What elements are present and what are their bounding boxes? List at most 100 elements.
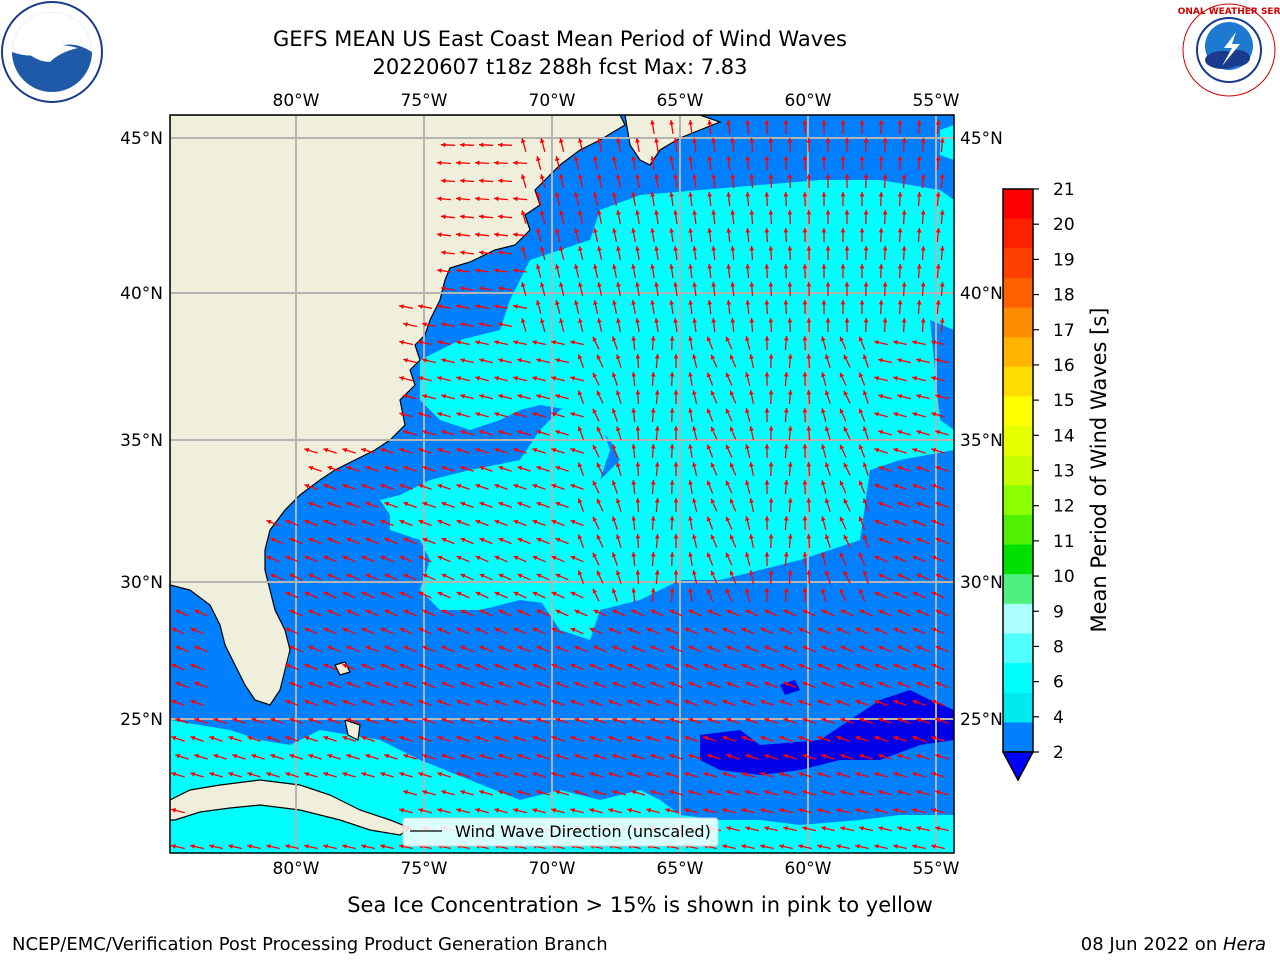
wave-arrow-head bbox=[475, 483, 481, 489]
wave-arrow-head bbox=[912, 447, 918, 453]
wave-arrow-head bbox=[688, 753, 694, 759]
wave-arrow-head bbox=[878, 358, 883, 363]
wave-arrow-head bbox=[475, 196, 480, 202]
wave-arrow-head bbox=[513, 447, 519, 453]
wave-arrow-head bbox=[479, 394, 485, 399]
colorbar-tick-label: 11 bbox=[1053, 532, 1075, 552]
wave-arrow-head bbox=[654, 282, 659, 287]
wave-arrow-head bbox=[574, 300, 579, 305]
wave-arrow-head bbox=[513, 160, 518, 166]
wave-arrow-head bbox=[460, 790, 466, 795]
wave-arrow-head bbox=[779, 844, 784, 849]
wave-arrow-head bbox=[859, 264, 865, 269]
wave-arrow-head bbox=[893, 663, 899, 669]
wave-arrow-head bbox=[285, 627, 291, 633]
wave-arrow-head bbox=[863, 282, 869, 287]
wave-arrow-head bbox=[749, 246, 755, 251]
wave-arrow-head bbox=[768, 426, 774, 431]
wave-arrow-head bbox=[285, 555, 291, 561]
wave-arrow-head bbox=[403, 501, 409, 507]
wave-arrow-head bbox=[764, 336, 770, 341]
wave-arrow-head bbox=[513, 591, 519, 597]
wave-arrow-head bbox=[327, 645, 333, 651]
wave-arrow-head bbox=[577, 462, 583, 468]
wave-arrow-head bbox=[308, 573, 314, 579]
wave-arrow-head bbox=[707, 753, 713, 759]
wave-arrow-head bbox=[817, 844, 822, 849]
wave-arrow-head bbox=[787, 210, 793, 215]
wave-arrow-head bbox=[726, 228, 732, 233]
wave-arrow-head bbox=[741, 772, 747, 777]
wave-arrow-head bbox=[479, 681, 485, 687]
wave-arrow-head bbox=[631, 681, 637, 687]
wave-arrow-head bbox=[764, 480, 770, 485]
wave-arrow-head bbox=[498, 286, 503, 291]
wave-arrow-head bbox=[893, 844, 898, 849]
wave-arrow-head bbox=[399, 519, 405, 525]
wave-arrow-head bbox=[441, 609, 447, 615]
wave-arrow-head bbox=[726, 264, 732, 269]
wave-arrow-head bbox=[768, 246, 774, 251]
wave-arrow-head bbox=[749, 426, 754, 431]
wave-arrow-head bbox=[521, 138, 526, 144]
wave-arrow-head bbox=[692, 174, 697, 179]
wave-arrow-head bbox=[821, 336, 826, 342]
wave-arrow-head bbox=[498, 465, 504, 471]
wave-arrow-head bbox=[706, 480, 712, 486]
wave-arrow-head bbox=[574, 156, 579, 161]
wave-arrow-head bbox=[821, 516, 826, 522]
wave-arrow-head bbox=[289, 717, 295, 723]
wave-arrow-head bbox=[839, 336, 845, 342]
wave-arrow-head bbox=[513, 663, 519, 669]
wave-arrow-head bbox=[555, 192, 560, 198]
wave-arrow-head bbox=[783, 790, 789, 795]
map-area bbox=[170, 115, 954, 853]
wave-arrow-head bbox=[730, 246, 736, 251]
wave-arrow-head bbox=[266, 772, 272, 777]
wave-arrow-head bbox=[935, 609, 941, 615]
wave-arrow-head bbox=[460, 609, 466, 615]
lon-label-top: 80°W bbox=[273, 91, 320, 111]
wave-arrow-head bbox=[399, 699, 405, 705]
wave-arrow-head bbox=[920, 246, 926, 251]
wave-arrow-head bbox=[597, 174, 602, 179]
wave-arrow-head bbox=[555, 645, 561, 651]
wave-arrow-head bbox=[688, 300, 693, 305]
wave-arrow-head bbox=[863, 246, 869, 251]
wave-arrow-head bbox=[570, 591, 576, 597]
wave-arrow-head bbox=[380, 844, 385, 849]
wave-arrow-head bbox=[612, 717, 618, 723]
wave-arrow-head bbox=[399, 844, 404, 849]
wave-arrow-head bbox=[494, 160, 499, 166]
wave-arrow-head bbox=[399, 663, 405, 669]
wave-arrow-head bbox=[729, 462, 735, 468]
wave-arrow-head bbox=[692, 570, 697, 575]
wave-arrow-head bbox=[764, 516, 770, 521]
wave-arrow-head bbox=[498, 681, 504, 687]
colorbar-tick-label: 21 bbox=[1053, 180, 1075, 200]
wave-arrow-head bbox=[741, 699, 747, 705]
wave-arrow-head bbox=[745, 753, 751, 759]
wave-arrow-head bbox=[806, 534, 812, 539]
wave-arrow-head bbox=[745, 790, 751, 795]
wave-arrow-head bbox=[764, 444, 770, 449]
wave-arrow-head bbox=[901, 138, 907, 143]
wave-arrow-head bbox=[418, 555, 424, 561]
wave-arrow-head bbox=[592, 336, 598, 342]
wave-arrow-head bbox=[479, 142, 484, 148]
wave-arrow-head bbox=[844, 282, 850, 287]
wave-arrow-head bbox=[806, 390, 812, 395]
legend-box: Wind Wave Direction (unscaled) bbox=[402, 817, 719, 847]
wave-arrow-head bbox=[726, 300, 732, 305]
wave-arrow-head bbox=[570, 699, 576, 705]
wave-arrow-head bbox=[612, 300, 617, 305]
wave-arrow-head bbox=[494, 304, 499, 309]
wave-arrow-head bbox=[783, 516, 789, 521]
wave-arrow-head bbox=[836, 663, 842, 669]
colorbar: 21 20 19 18 17 16 15 14 13 12 11 10 9 8 6 4 2 bbox=[1001, 180, 1075, 782]
wave-arrow-head bbox=[577, 534, 583, 540]
wave-arrow-head bbox=[710, 462, 716, 468]
wave-arrow-head bbox=[498, 537, 504, 543]
wave-arrow-head bbox=[646, 808, 652, 813]
wave-arrow-head bbox=[745, 444, 750, 450]
